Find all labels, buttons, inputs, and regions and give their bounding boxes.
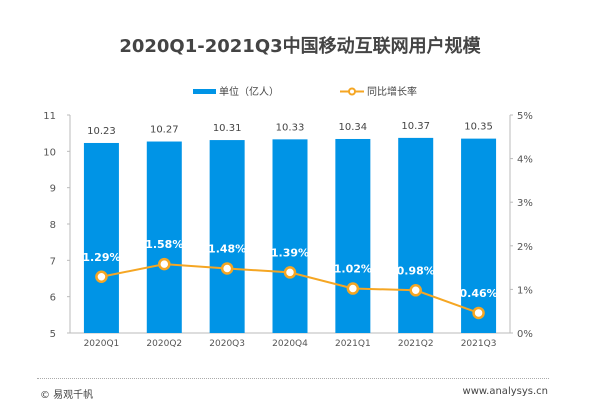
growth-marker <box>472 306 485 320</box>
growth-marker <box>95 270 108 284</box>
bar <box>146 141 182 333</box>
bar-value-label: 10.33 <box>276 122 305 133</box>
x-tick-label: 2020Q2 <box>146 339 182 349</box>
right-tick-label: 5% <box>517 111 533 122</box>
legend-bar-swatch <box>193 89 216 94</box>
bar <box>335 138 371 333</box>
footer-source: © 易观千帆 <box>40 390 94 401</box>
growth-value-label: 1.02% <box>334 263 372 276</box>
growth-marker <box>283 266 297 279</box>
right-tick-label: 3% <box>517 198 533 209</box>
left-tick-label: 10 <box>43 147 56 158</box>
bar <box>461 138 497 333</box>
bar-value-label: 10.35 <box>464 122 493 133</box>
bar-value-label: 10.37 <box>401 121 430 132</box>
legend-line-marker <box>348 87 356 96</box>
left-tick-label: 7 <box>50 256 56 267</box>
bar-value-label: 10.27 <box>150 125 179 136</box>
growth-value-label: 1.58% <box>145 238 183 251</box>
legend-line-label: 同比增长率 <box>367 85 417 98</box>
right-tick-label: 2% <box>517 242 533 253</box>
growth-marker <box>158 257 171 271</box>
x-tick-label: 2020Q1 <box>84 339 120 349</box>
x-tick-label: 2021Q2 <box>398 339 434 349</box>
bar-value-label: 10.23 <box>87 126 116 137</box>
right-tick-label: 4% <box>517 155 533 166</box>
growth-marker <box>346 282 360 295</box>
bar <box>209 140 245 333</box>
growth-value-label: 0.98% <box>397 264 435 277</box>
x-tick-label: 2021Q1 <box>335 339 371 349</box>
growth-value-label: 1.29% <box>82 251 120 264</box>
right-tick-label: 0% <box>517 329 533 340</box>
growth-value-label: 0.46% <box>459 287 497 300</box>
left-tick-label: 8 <box>50 220 56 231</box>
growth-value-label: 1.39% <box>271 246 309 259</box>
bar <box>272 139 308 333</box>
right-tick-label: 1% <box>517 285 533 296</box>
left-tick-label: 11 <box>43 111 56 122</box>
bar-value-label: 10.34 <box>339 122 368 133</box>
x-tick-label: 2021Q3 <box>461 339 497 349</box>
growth-marker <box>409 284 422 297</box>
growth-marker <box>220 262 234 275</box>
chart-title: 2020Q1-2021Q3中国移动互联网用户规模 <box>119 36 481 57</box>
footer-url: www.analysys.cn <box>462 386 548 397</box>
bar <box>398 137 434 333</box>
footer-divider <box>37 378 549 379</box>
legend-bar-label: 单位（亿人） <box>219 85 279 98</box>
bar-value-label: 10.31 <box>213 123 242 134</box>
growth-value-label: 1.48% <box>208 242 246 255</box>
left-tick-label: 6 <box>50 293 56 304</box>
left-tick-label: 5 <box>50 329 56 340</box>
x-tick-label: 2020Q4 <box>272 339 308 349</box>
left-tick-label: 9 <box>50 184 56 195</box>
bar <box>83 142 119 333</box>
x-tick-label: 2020Q3 <box>209 339 245 349</box>
